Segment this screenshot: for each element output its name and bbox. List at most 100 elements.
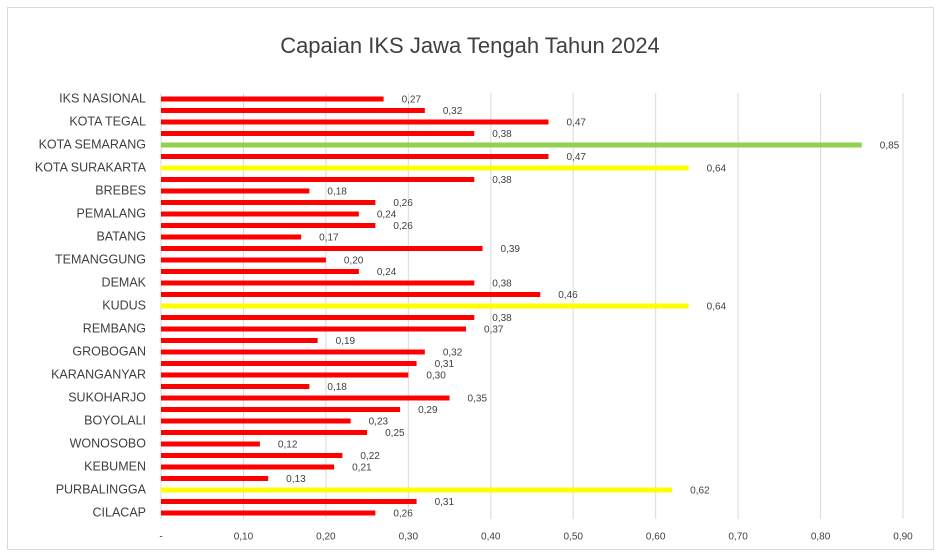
bar [161, 487, 673, 493]
bar [161, 131, 475, 136]
value-label: 0,85 [880, 141, 900, 152]
bar [161, 257, 326, 263]
value-label: 0,38 [492, 279, 512, 290]
value-label: 0,13 [286, 474, 306, 485]
bar [161, 361, 417, 366]
value-label: 0,62 [690, 486, 710, 497]
bar [161, 154, 549, 159]
bar [161, 453, 343, 458]
value-label: 0,18 [327, 187, 347, 198]
value-label: 0,64 [707, 164, 727, 175]
value-label: 0,64 [707, 302, 727, 313]
value-label: 0,38 [492, 313, 512, 324]
y-tick-label: KOTA TEGAL [69, 114, 146, 128]
chart-title: Capaian IKS Jawa Tengah Tahun 2024 [280, 33, 660, 58]
bar [161, 165, 689, 171]
value-label: 0,47 [566, 152, 586, 163]
x-tick-label: 0,70 [728, 532, 748, 543]
value-label: 0,32 [443, 348, 463, 359]
bar [161, 177, 475, 182]
bar [161, 108, 425, 113]
x-tick-label: 0,60 [646, 532, 666, 543]
value-label: 0,35 [468, 394, 488, 405]
value-label: 0,26 [393, 221, 413, 232]
bar [161, 269, 359, 274]
value-label: 0,24 [377, 267, 397, 278]
bar [161, 476, 269, 481]
y-tick-label: BATANG [96, 229, 146, 243]
y-tick-label: GROBOGAN [72, 344, 146, 358]
y-tick-label: KOTA SURAKARTA [35, 160, 147, 174]
value-label: 0,32 [443, 106, 463, 117]
x-tick-label: - [159, 532, 162, 543]
bar [161, 303, 689, 309]
bar [161, 441, 260, 447]
y-tick-label: BOYOLALI [84, 413, 146, 427]
value-label: 0,19 [336, 336, 356, 347]
value-label: 0,26 [393, 509, 413, 520]
bar [161, 315, 475, 320]
bar [161, 349, 425, 355]
x-tick-label: 0,20 [316, 532, 336, 543]
y-tick-label: WONOSOBO [70, 436, 147, 450]
bar [161, 407, 401, 412]
bar [161, 188, 310, 194]
value-label: 0,37 [484, 325, 504, 336]
value-label: 0,18 [327, 382, 347, 393]
value-label: 0,47 [566, 118, 586, 129]
value-label: 0,30 [426, 371, 446, 382]
y-tick-label: KUDUS [102, 298, 146, 312]
x-tick-label: 0,80 [811, 532, 831, 543]
bar [161, 338, 318, 343]
value-label: 0,22 [360, 451, 380, 462]
bar [161, 372, 409, 378]
bar [161, 499, 417, 504]
value-label: 0,46 [558, 290, 578, 301]
bar [161, 142, 862, 148]
value-label: 0,29 [418, 405, 438, 416]
bar [161, 119, 549, 125]
bar [161, 96, 384, 102]
y-tick-label: KARANGANYAR [51, 367, 146, 381]
bar [161, 246, 483, 251]
value-label: 0,38 [492, 129, 512, 140]
bar [161, 211, 359, 217]
y-tick-label: TEMANGGUNG [55, 252, 146, 266]
y-tick-label: KOTA SEMARANG [39, 137, 146, 151]
value-label: 0,17 [319, 233, 339, 244]
bar [161, 234, 302, 240]
value-label: 0,21 [352, 463, 372, 474]
value-label: 0,39 [501, 244, 521, 255]
bar [161, 464, 335, 470]
y-tick-label: CILACAP [93, 505, 147, 519]
value-label: 0,20 [344, 256, 364, 267]
bar [161, 418, 351, 424]
y-tick-label: SUKOHARJO [68, 390, 146, 404]
value-label: 0,31 [435, 359, 455, 370]
value-label: 0,31 [435, 497, 455, 508]
value-label: 0,23 [369, 417, 389, 428]
bar [161, 395, 450, 401]
y-tick-label: REMBANG [83, 321, 146, 335]
bar [161, 384, 310, 389]
x-tick-label: 0,40 [481, 532, 501, 543]
bar [161, 326, 467, 332]
y-tick-label: DEMAK [102, 275, 147, 289]
value-label: 0,27 [402, 95, 422, 106]
y-tick-label: PEMALANG [77, 206, 146, 220]
value-label: 0,24 [377, 210, 397, 221]
bar [161, 280, 475, 286]
x-tick-label: 0,90 [893, 532, 913, 543]
x-tick-label: 0,10 [234, 532, 254, 543]
bar [161, 292, 541, 297]
value-label: 0,38 [492, 175, 512, 186]
x-tick-label: 0,50 [563, 532, 583, 543]
bar [161, 223, 376, 228]
value-label: 0,26 [393, 198, 413, 209]
bar [161, 510, 376, 516]
y-tick-label: IKS NASIONAL [59, 91, 146, 105]
y-tick-label: KEBUMEN [84, 459, 146, 473]
y-tick-label: BREBES [95, 183, 146, 197]
y-tick-label: PURBALINGGA [56, 482, 147, 496]
